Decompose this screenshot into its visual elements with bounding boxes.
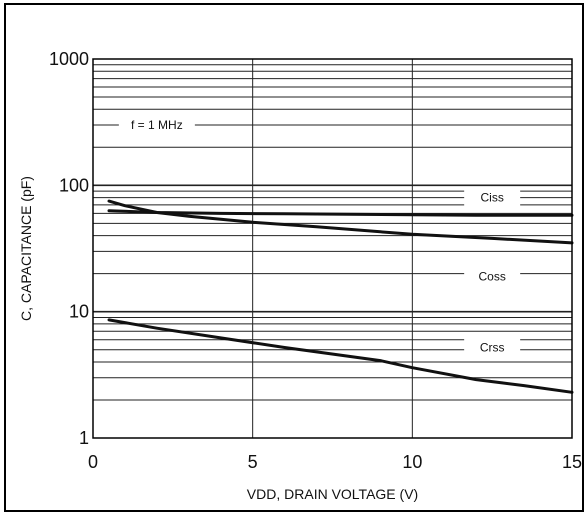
tick-labels: 0 5 10 15 1 10 100 1000 <box>49 49 582 472</box>
x-tick-label: 15 <box>562 452 582 472</box>
y-axis-title: C, CAPACITANCE (pF) <box>18 176 34 321</box>
annotation-text: f = 1 MHz <box>131 118 183 132</box>
series-label-bg <box>464 337 521 358</box>
series-label-ciss: Ciss <box>480 191 503 205</box>
x-axis-title: VDD, DRAIN VOLTAGE (V) <box>247 486 418 502</box>
series-label-crss: Crss <box>480 341 505 355</box>
y-tick-label: 1 <box>79 428 89 448</box>
figure-border <box>4 3 584 512</box>
series-label-coss: Coss <box>478 269 505 283</box>
series-line-coss <box>107 199 574 245</box>
curves <box>107 199 574 394</box>
plot-area <box>92 58 573 439</box>
x-tick-label: 10 <box>402 452 422 472</box>
frequency-annotation: f = 1 MHz <box>118 114 195 137</box>
x-tick-label: 5 <box>248 452 258 472</box>
series-labels: Ciss Coss Crss <box>464 187 521 358</box>
y-tick-label: 1000 <box>49 49 89 69</box>
y-tick-label: 100 <box>59 175 89 195</box>
series-line-crss <box>107 318 574 394</box>
y-tick-label: 10 <box>69 302 89 322</box>
series-label-bg <box>464 187 521 208</box>
x-tick-label: 0 <box>88 452 98 472</box>
series-line-ciss <box>107 209 574 217</box>
series-label-bg <box>464 266 521 287</box>
